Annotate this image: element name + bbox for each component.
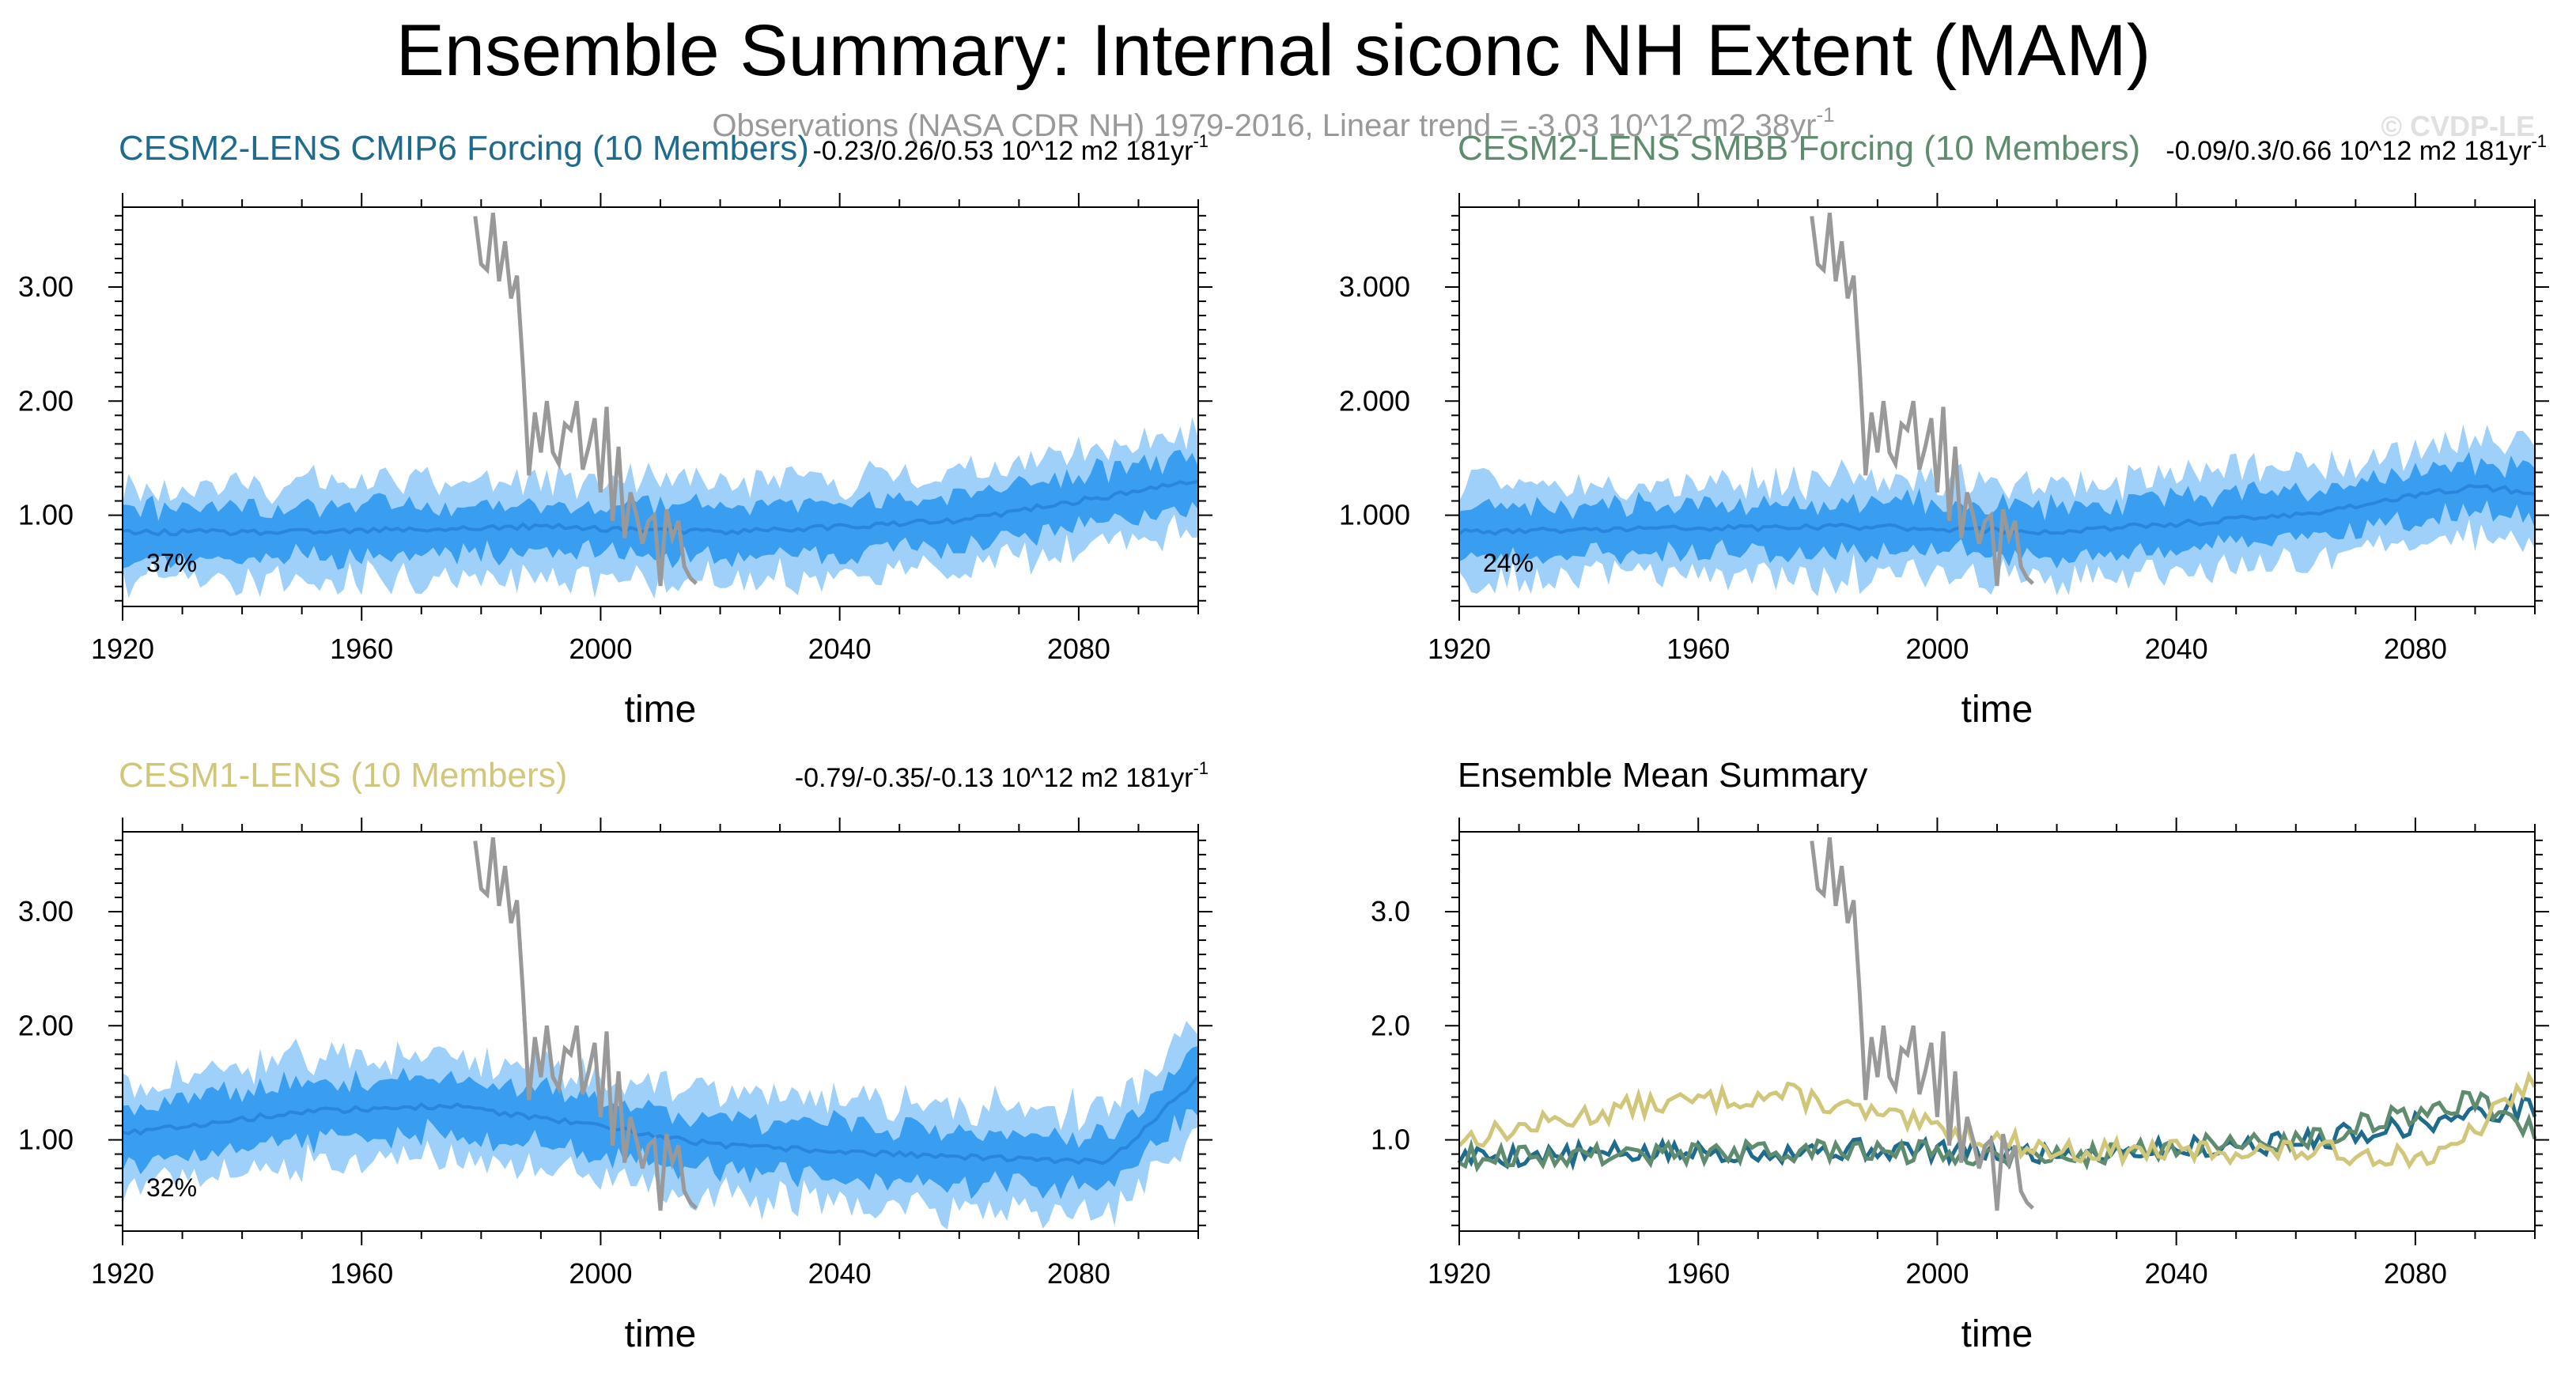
- ensemble-mean-line: [122, 1075, 1200, 1165]
- x-tick-label: 1960: [330, 1257, 393, 1290]
- plot-frame: [1458, 831, 2536, 1232]
- x-tick-label: 2080: [2384, 633, 2447, 665]
- panel-cesm1: CESM1-LENS (10 Members) -0.79/-0.35/-0.1…: [18, 756, 1212, 1355]
- y-tick-label: 2.00: [18, 384, 74, 417]
- panel-ensemble-mean: Ensemble Mean Summary 1920 1960 2000 2040 20…: [1371, 756, 2549, 1355]
- x-tick-label: 2040: [808, 1257, 872, 1290]
- x-tick-label: 1960: [1666, 1257, 1730, 1290]
- x-axis-label: time: [625, 1313, 697, 1355]
- obs-caption: Observations (NASA CDR NH) 1979-2016, Li…: [712, 103, 1834, 143]
- x-tick-label: 2080: [2384, 1257, 2447, 1290]
- x-tick-label: 1920: [1428, 633, 1491, 665]
- panel-title: CESM2-LENS CMIP6 Forcing (10 Members): [119, 129, 809, 168]
- panel-title: CESM1-LENS (10 Members): [119, 756, 567, 795]
- panel-title: Ensemble Mean Summary: [1458, 756, 1867, 795]
- observations-line: [473, 837, 698, 1211]
- y-tick-label: 2.000: [1339, 384, 1410, 417]
- y-tick-label: 1.000: [1339, 499, 1410, 531]
- x-tick-label: 2000: [569, 1257, 632, 1290]
- x-tick-label: 1920: [91, 1257, 154, 1290]
- x-axis-label: time: [625, 689, 697, 731]
- y-tick-label: 1.00: [18, 1124, 74, 1156]
- panel-trend: -0.09/0.3/0.66 10^12 m2 181yr-1: [2166, 131, 2547, 166]
- x-tick-label: 2040: [2145, 633, 2208, 665]
- observations-line: [1810, 212, 2035, 587]
- y-tick-label: 1.00: [18, 499, 74, 531]
- x-tick-label: 2000: [1905, 633, 1969, 665]
- x-tick-label: 1960: [330, 633, 393, 665]
- x-tick-label: 2080: [1047, 633, 1110, 665]
- y-tick-label: 3.000: [1339, 270, 1410, 303]
- x-tick-label: 1920: [1428, 1257, 1491, 1290]
- observations-line: [473, 212, 698, 587]
- plot-area: 1920 1960 2000 2040 2080 1.0 2.0 3.0 time: [1371, 818, 2549, 1355]
- panel-cesm2-cmip6: CESM2-LENS CMIP6 Forcing (10 Members) -0…: [18, 129, 1212, 731]
- y-tick-label: 1.0: [1371, 1124, 1410, 1156]
- x-tick-label: 2000: [569, 633, 632, 665]
- x-axis-label: time: [1961, 1313, 2033, 1355]
- percent-label: 37%: [146, 549, 197, 577]
- series-line: [1457, 1092, 2537, 1172]
- y-tick-label: 2.00: [18, 1009, 74, 1041]
- ensemble-iqr-band: [1459, 451, 2535, 569]
- ensemble-iqr-band: [123, 1045, 1198, 1199]
- ensemble-iqr-band: [123, 450, 1198, 570]
- y-tick-label: 3.00: [18, 895, 74, 927]
- series-line: [1458, 1090, 2537, 1173]
- x-tick-label: 1960: [1666, 633, 1730, 665]
- watermark: © CVDP-LE: [2381, 110, 2535, 142]
- plot-area: 1920 1960 2000 2040 2080 1.000 2.000 3.000 time 2…: [1339, 193, 2549, 731]
- percent-label: 32%: [146, 1173, 197, 1202]
- percent-label: 24%: [1483, 549, 1534, 577]
- panel-trend: -0.79/-0.35/-0.13 10^12 m2 181yr-1: [795, 758, 1209, 793]
- x-tick-label: 2000: [1905, 1257, 1969, 1290]
- x-axis-label: time: [1961, 689, 2033, 731]
- observations-line: [1810, 837, 2035, 1211]
- plot-area: 1920 1960 2000 2040 2080 1.00 2.00 3.00 time 32%: [18, 818, 1212, 1355]
- series-line: [1458, 1071, 2537, 1170]
- x-tick-label: 2040: [2145, 1257, 2208, 1290]
- x-tick-label: 2080: [1047, 1257, 1110, 1290]
- panel-trend: -0.23/0.26/0.53 10^12 m2 181yr-1: [812, 131, 1209, 166]
- ensemble-mean-line: [122, 479, 1199, 537]
- figure-title: Ensemble Summary: Internal siconc NH Ext…: [396, 10, 2151, 91]
- x-tick-label: 1920: [91, 633, 154, 665]
- plot-area: 1920 1960 2000 2040 2080 1.00 2.00 3.00 time 37%: [18, 193, 1212, 731]
- y-tick-label: 3.0: [1371, 895, 1410, 927]
- x-tick-label: 2040: [808, 633, 872, 665]
- y-tick-label: 2.0: [1371, 1009, 1410, 1041]
- ensemble-mean-line: [1458, 484, 2536, 536]
- y-tick-label: 3.00: [18, 270, 74, 303]
- panel-cesm2-smbb: CESM2-LENS SMBB Forcing (10 Members) -0.…: [1339, 129, 2549, 731]
- panel-title: CESM2-LENS SMBB Forcing (10 Members): [1458, 129, 2140, 168]
